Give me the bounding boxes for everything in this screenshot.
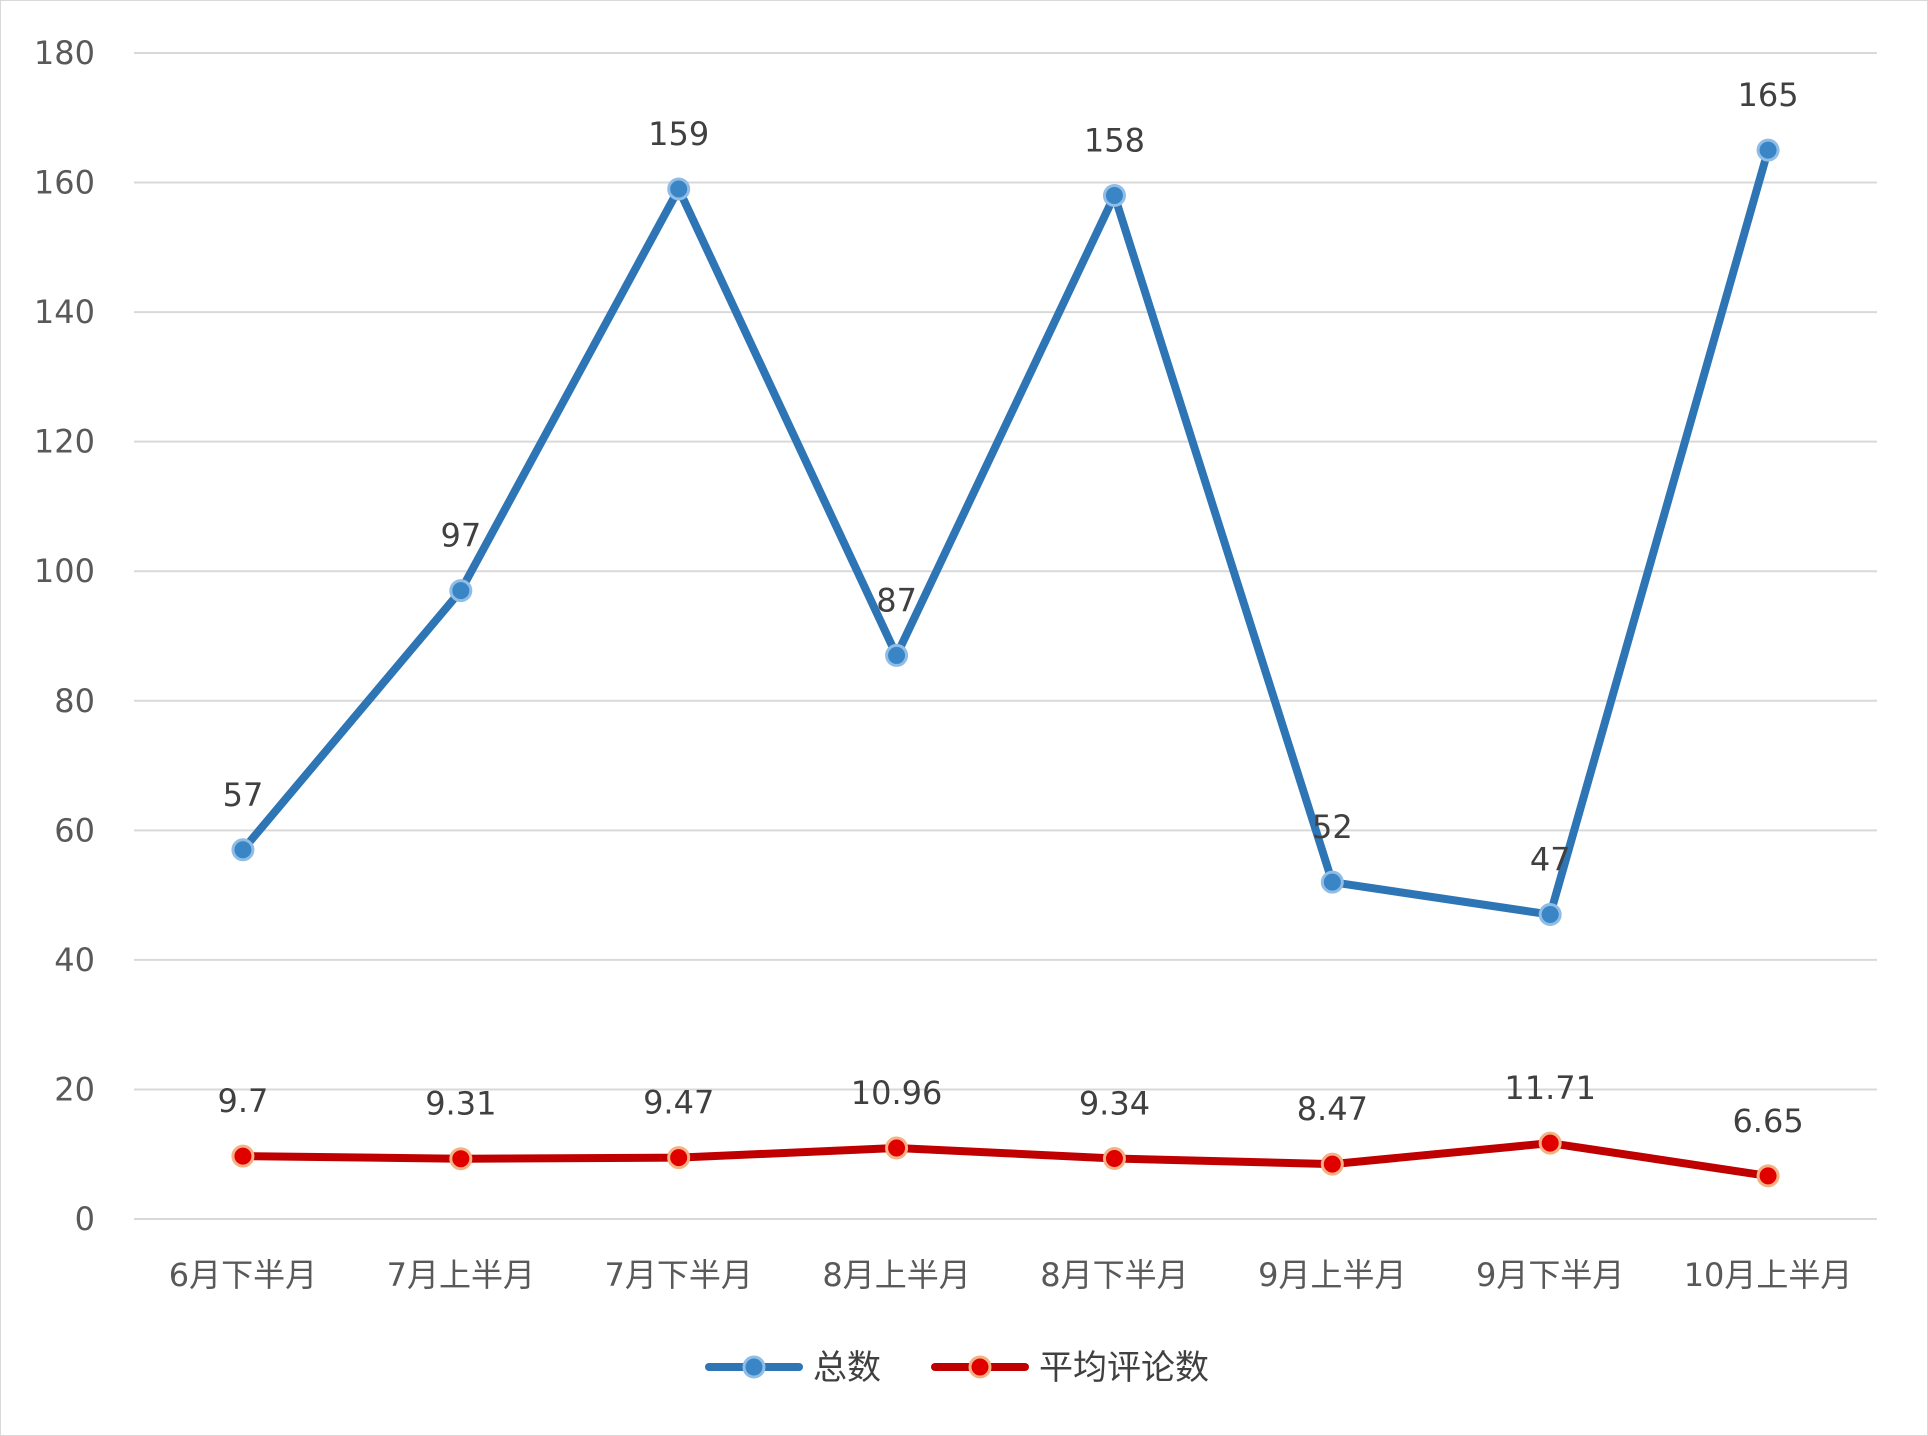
y-tick-label: 20 — [54, 1070, 95, 1108]
data-label: 9.34 — [1079, 1084, 1150, 1122]
y-tick-label: 140 — [34, 293, 95, 331]
series-line-0 — [238, 146, 1773, 919]
data-label: 9.7 — [217, 1082, 268, 1120]
legend-swatch-marker — [968, 1355, 992, 1379]
y-tick-label: 100 — [34, 552, 95, 590]
data-point[interactable] — [1102, 184, 1126, 208]
gridlines — [134, 52, 1877, 1220]
y-tick-label: 60 — [54, 811, 95, 849]
y-tick-label: 120 — [34, 423, 95, 461]
legend-label: 总数 — [813, 1348, 881, 1388]
data-point[interactable] — [1756, 138, 1780, 162]
data-label: 47 — [1530, 841, 1571, 879]
x-tick-label: 8月下半月 — [1040, 1256, 1188, 1294]
data-point[interactable] — [449, 1147, 473, 1171]
data-label: 165 — [1738, 76, 1799, 114]
x-tick-label: 7月上半月 — [387, 1256, 535, 1294]
data-label: 52 — [1312, 808, 1353, 846]
data-label: 9.31 — [425, 1085, 496, 1123]
legend-swatch-marker — [742, 1355, 766, 1379]
data-point[interactable] — [667, 1146, 691, 1170]
data-label: 9.47 — [643, 1084, 714, 1122]
data-label: 97 — [440, 517, 481, 555]
data-point[interactable] — [667, 177, 691, 201]
data-label: 10.96 — [851, 1074, 943, 1112]
x-axis-ticks: 6月下半月 7月上半月 7月下半月 8月上半月 8月下半月 9月上半月 9月下半月 10月上半… — [169, 1256, 1853, 1294]
x-tick-label: 8月上半月 — [822, 1256, 970, 1294]
data-label: 6.65 — [1732, 1102, 1803, 1140]
x-tick-label: 9月下半月 — [1476, 1256, 1624, 1294]
x-tick-label: 9月上半月 — [1258, 1256, 1406, 1294]
y-tick-label: 80 — [54, 682, 95, 720]
legend-label: 平均评论数 — [1039, 1348, 1209, 1388]
data-point[interactable] — [231, 1144, 255, 1168]
x-tick-label: 7月下半月 — [605, 1256, 753, 1294]
y-axis-ticks: 0 20 40 60 80 100 120 140 160 180 — [34, 34, 95, 1238]
data-labels: 57 97 159 87 158 52 47 165 9.7 9.31 9.47 10.96 9.34 8… — [217, 76, 1803, 1140]
data-point[interactable] — [231, 838, 255, 862]
y-tick-label: 180 — [34, 34, 95, 72]
data-point[interactable] — [885, 1136, 909, 1160]
data-label: 87 — [876, 581, 917, 619]
data-label: 57 — [223, 776, 264, 814]
data-point[interactable] — [449, 579, 473, 603]
y-tick-label: 0 — [75, 1200, 95, 1238]
x-tick-label: 6月下半月 — [169, 1256, 317, 1294]
data-label: 8.47 — [1297, 1090, 1368, 1128]
legend-item-1[interactable]: 平均评论数 — [931, 1348, 1209, 1388]
y-tick-label: 160 — [34, 164, 95, 202]
data-point[interactable] — [885, 643, 909, 667]
data-point[interactable] — [1102, 1146, 1126, 1170]
series-line-1 — [238, 1139, 1773, 1180]
data-point[interactable] — [1538, 1131, 1562, 1155]
legend-item-0[interactable]: 总数 — [705, 1348, 881, 1388]
data-label: 159 — [648, 115, 709, 153]
legend: 总数 平均评论数 — [705, 1348, 1209, 1388]
data-label: 11.71 — [1504, 1069, 1596, 1107]
series-layer — [231, 138, 1780, 1188]
y-tick-label: 40 — [54, 941, 95, 979]
data-point[interactable] — [1320, 870, 1344, 894]
data-point[interactable] — [1320, 1152, 1344, 1176]
data-label: 158 — [1084, 122, 1145, 160]
data-point[interactable] — [1756, 1164, 1780, 1188]
data-point[interactable] — [1538, 903, 1562, 927]
x-tick-label: 10月上半月 — [1684, 1256, 1853, 1294]
